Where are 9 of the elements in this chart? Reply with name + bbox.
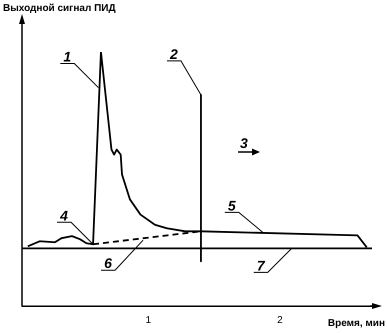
annotation: 2: [169, 46, 178, 62]
annotation: 6: [104, 255, 112, 272]
annotation: 4: [59, 207, 68, 224]
x-axis-title: Время, мин: [328, 318, 385, 329]
annotation: 1: [63, 48, 72, 65]
annotation: 7: [256, 257, 266, 274]
y-axis-title: Выходной сигнал ПИД: [3, 3, 116, 14]
annotation: 3: [240, 135, 248, 151]
annotation: 5: [228, 197, 236, 214]
